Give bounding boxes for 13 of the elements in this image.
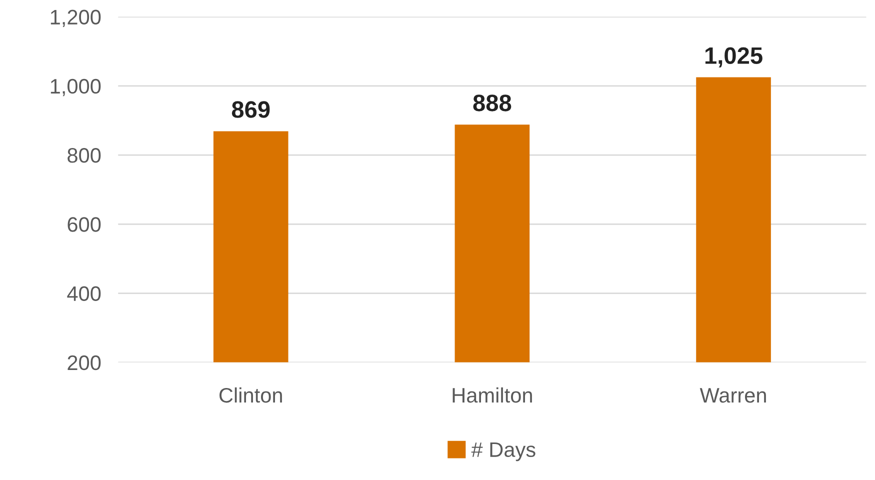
y-tick-label: 1,200: [50, 10, 101, 28]
x-tick-label: Clinton: [219, 387, 282, 403]
legend-label: # Days: [471, 442, 536, 462]
y-tick-label: 600: [68, 217, 101, 232]
text: 1,025: [705, 47, 762, 68]
y-tick-label: 400: [67, 286, 101, 302]
text: 888: [473, 94, 512, 112]
y-tick-label: 800: [68, 148, 101, 163]
y-tick-label: 200: [68, 355, 101, 370]
x-tick-label: Warren: [700, 388, 766, 403]
x-tick-label: Hamilton: [452, 387, 532, 403]
text: 869: [232, 101, 270, 118]
y-tick-label: 1,000: [50, 78, 101, 96]
